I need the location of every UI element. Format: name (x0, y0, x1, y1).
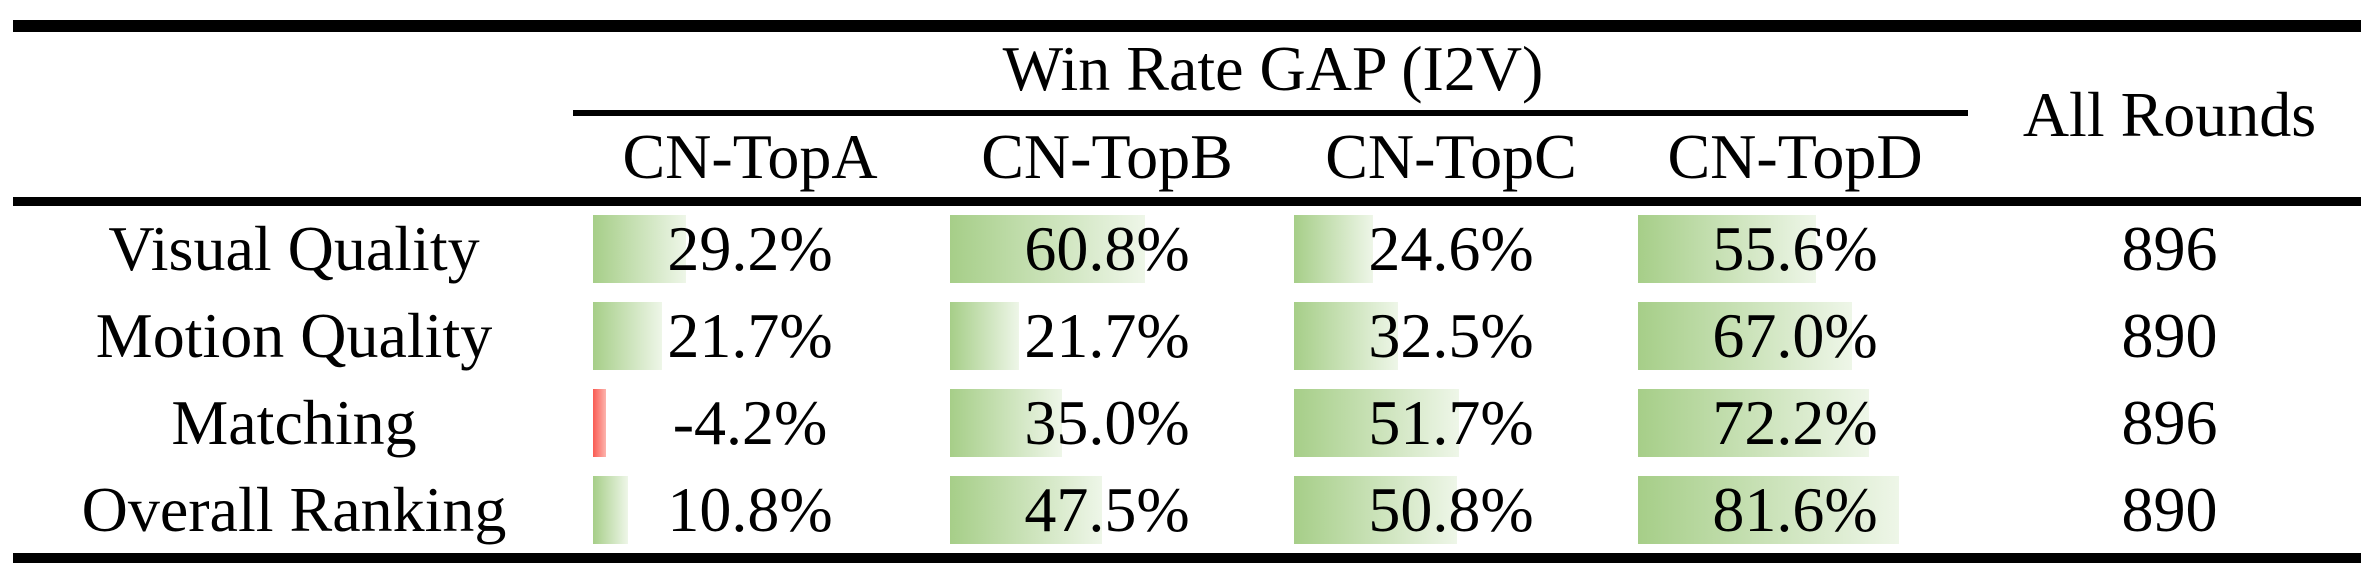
cell-value: 24.6% (1368, 213, 1534, 285)
column-header-cn-topc: CN-TopC (1325, 120, 1577, 192)
column-group-rule (573, 110, 1968, 116)
row-label: Overall Ranking (81, 473, 507, 545)
data-bar (1638, 302, 1853, 371)
data-cell: 21.7% (935, 293, 1279, 380)
table-row-visual-quality: Visual Quality 29.2% 60.8% 24.6% 55.6% 8… (0, 206, 2374, 293)
data-bar (1294, 388, 1460, 457)
data-bar (1638, 475, 1900, 544)
data-bar (1294, 215, 1373, 284)
data-cell: 60.8% (935, 206, 1279, 293)
data-bar (593, 215, 687, 284)
data-bar (950, 388, 1062, 457)
table-row-overall-ranking: Overall Ranking 10.8% 47.5% 50.8% 81.6% … (0, 466, 2374, 553)
cell-value: 21.7% (667, 300, 833, 372)
data-bar (1638, 215, 1816, 284)
data-bar (950, 475, 1102, 544)
cell-value: 72.2% (1712, 386, 1878, 458)
data-bar (593, 475, 628, 544)
all-rounds-value: 896 (2121, 213, 2218, 285)
cell-value: 51.7% (1368, 386, 1534, 458)
cell-value: 81.6% (1712, 473, 1878, 545)
header-separator-rule (13, 197, 2361, 206)
data-cell: 32.5% (1279, 293, 1623, 380)
data-bar (950, 302, 1020, 371)
cell-value: 55.6% (1712, 213, 1878, 285)
table-row-matching: Matching -4.2% 35.0% 51.7% 72.2% 896 (0, 380, 2374, 467)
column-header-cn-topd: CN-TopD (1667, 120, 1923, 192)
cell-value: 10.8% (667, 473, 833, 545)
data-cell: 35.0% (935, 380, 1279, 467)
row-label: Motion Quality (95, 300, 493, 372)
data-bar (1638, 388, 1869, 457)
data-bar (593, 302, 663, 371)
data-cell: 67.0% (1623, 293, 1967, 380)
data-cell: 24.6% (1279, 206, 1623, 293)
data-cell: 55.6% (1623, 206, 1967, 293)
data-cell: 72.2% (1623, 380, 1967, 467)
all-rounds-value: 890 (2121, 300, 2218, 372)
data-cell: 10.8% (578, 466, 922, 553)
cell-value: 35.0% (1024, 386, 1190, 458)
column-header-all-rounds: All Rounds (2022, 78, 2317, 150)
table-body: Visual Quality 29.2% 60.8% 24.6% 55.6% 8… (0, 206, 2374, 553)
data-cell: 50.8% (1279, 466, 1623, 553)
cell-value: 21.7% (1024, 300, 1190, 372)
data-bar (950, 215, 1145, 284)
table-bottom-rule (13, 553, 2361, 563)
data-cell: -4.2% (578, 380, 922, 467)
table-row-motion-quality: Motion Quality 21.7% 21.7% 32.5% 67.0% 8… (0, 293, 2374, 380)
column-header-cn-topa: CN-TopA (622, 120, 878, 192)
span-header-win-rate-gap: Win Rate GAP (I2V) (1002, 33, 1544, 104)
row-label: Visual Quality (108, 213, 480, 285)
data-cell: 51.7% (1279, 380, 1623, 467)
data-cell: 81.6% (1623, 466, 1967, 553)
all-rounds-value: 896 (2121, 386, 2218, 458)
data-bar (593, 388, 607, 457)
cell-value: 29.2% (667, 213, 833, 285)
cell-value: 60.8% (1024, 213, 1190, 285)
cell-value: 50.8% (1368, 473, 1534, 545)
cell-value: 47.5% (1024, 473, 1190, 545)
cell-value: 32.5% (1368, 300, 1534, 372)
all-rounds-value: 890 (2121, 473, 2218, 545)
row-label: Matching (171, 386, 417, 458)
data-cell: 21.7% (578, 293, 922, 380)
data-bar (1294, 475, 1457, 544)
data-bar (1294, 302, 1398, 371)
cell-value: 67.0% (1712, 300, 1878, 372)
cell-value: -4.2% (672, 386, 828, 458)
data-cell: 47.5% (935, 466, 1279, 553)
column-header-cn-topb: CN-TopB (981, 120, 1233, 192)
data-cell: 29.2% (578, 206, 922, 293)
table-top-rule (13, 20, 2361, 32)
